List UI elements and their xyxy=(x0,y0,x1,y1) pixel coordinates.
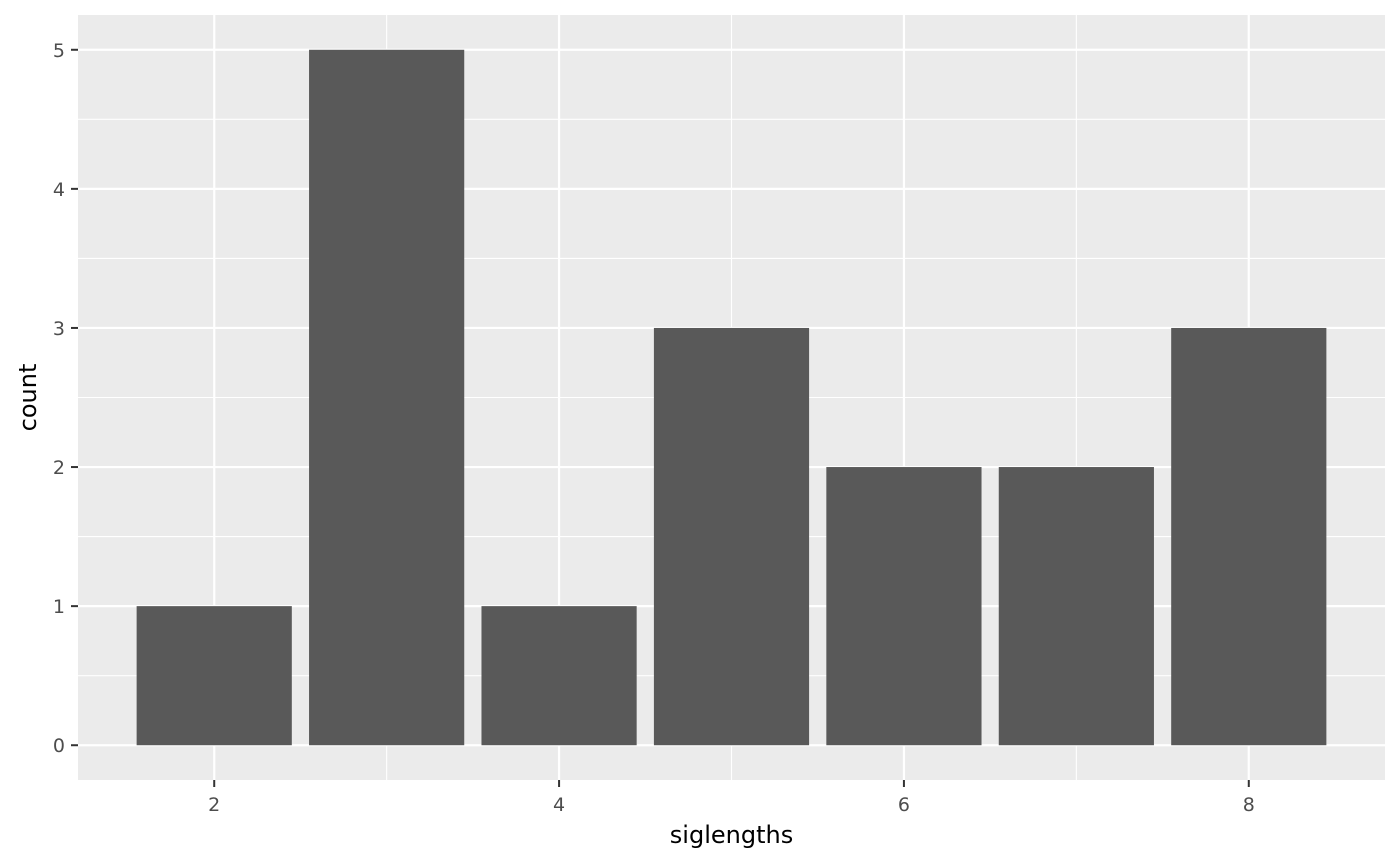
y-tick-label: 3 xyxy=(53,318,65,340)
y-axis: 0 1 2 3 4 5 xyxy=(53,40,78,757)
bar xyxy=(653,327,810,746)
bar xyxy=(998,467,1154,746)
y-tick-label: 4 xyxy=(53,179,65,201)
bar xyxy=(136,606,292,746)
x-tick-label: 6 xyxy=(898,794,910,816)
x-tick-label: 8 xyxy=(1243,794,1255,816)
x-tick-label: 2 xyxy=(208,794,220,816)
y-tick-label: 0 xyxy=(53,735,65,757)
x-tick-label: 4 xyxy=(553,794,565,816)
y-tick-label: 1 xyxy=(53,596,65,618)
y-tick-label: 2 xyxy=(53,457,65,479)
y-tick-label: 5 xyxy=(53,40,65,62)
x-axis-title: siglengths xyxy=(670,821,793,849)
bar xyxy=(826,467,982,746)
x-axis: 2 4 6 8 xyxy=(208,780,1255,816)
bar xyxy=(481,606,637,746)
bars xyxy=(136,49,1327,746)
bar xyxy=(309,49,465,746)
bar xyxy=(1171,327,1327,746)
y-axis-title: count xyxy=(14,364,42,432)
